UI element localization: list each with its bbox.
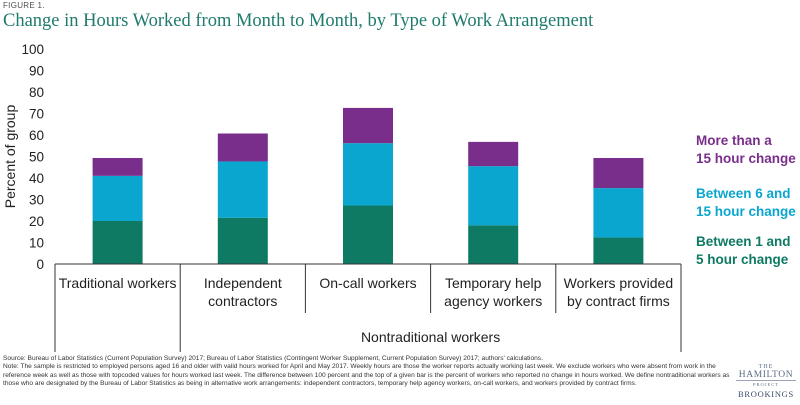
bar-segment-4-2 [593,158,644,189]
y-tick-label: 20 [29,214,44,229]
x-tick-label: Temporary help agency workers [444,275,542,309]
y-tick-label: 40 [29,171,44,186]
bar-segment-3-1 [468,166,519,226]
y-tick-label: 70 [29,107,44,122]
bar-segment-1-2 [217,133,268,162]
legend-item-6-to-15: Between 6 and 15 hour change [696,186,796,219]
bar-segment-2-1 [343,143,393,206]
bar-segment-0-2 [92,158,143,176]
y-tick-label: 10 [29,236,44,251]
x-tick-label: Workers provided by contract firms [564,275,673,309]
logo-brookings: BROOKINGS [738,389,794,399]
y-tick-label: 30 [29,193,44,208]
bar-segment-2-2 [343,107,393,144]
bar-segment-3-2 [468,141,519,167]
x-axis: Traditional workers Independent contractor… [54,263,682,352]
group-label: Nontraditional workers [361,329,500,345]
y-axis: 0 10 20 30 40 50 60 70 80 90 100 Percent of group [2,42,44,272]
logo-project: PROJECT [752,382,779,387]
bar-segment-4-0 [593,237,644,264]
logo-hamilton: HAMILTON [736,370,796,381]
x-tick-label: On-call workers [319,275,416,291]
bar-segment-2-0 [343,205,393,264]
chart-title: Change in Hours Worked from Month to Mon… [3,11,594,31]
logo-the: THE [758,364,774,370]
bar-segment-1-0 [217,217,268,264]
stacked-bar-chart: 0 10 20 30 40 50 60 70 80 90 100 Percent of group T… [2,42,682,352]
x-tick-label: Independent contractors [204,275,282,309]
y-tick-label: 100 [21,42,44,57]
methodology-note: Note: The sample is restricted to employ… [3,363,730,388]
bars [92,107,644,264]
bar-segment-1-1 [217,161,268,218]
bar-segment-0-0 [92,221,143,264]
y-tick-label: 60 [29,128,44,143]
source-note: Source: Bureau of Labor Statistics (Curr… [3,355,543,362]
bar-segment-4-1 [593,188,644,238]
y-tick-label: 90 [29,64,44,79]
footnote: Source: Bureau of Labor Statistics (Curr… [3,355,731,389]
bar-segment-3-0 [468,225,519,264]
x-tick-label: Traditional workers [59,275,177,291]
hamilton-brookings-logo: THE HAMILTON PROJECT BROOKINGS [736,364,796,399]
y-axis-label: Percent of group [2,105,18,209]
y-tick-label: 0 [36,257,44,272]
bar-segment-0-1 [92,175,143,221]
y-tick-label: 80 [29,85,44,100]
legend-item-more-than-15: More than a 15 hour change [696,133,796,166]
figure-label: FIGURE 1. [3,1,45,10]
legend-item-1-to-5: Between 1 and 5 hour change [696,234,791,267]
y-tick-label: 50 [29,150,44,165]
